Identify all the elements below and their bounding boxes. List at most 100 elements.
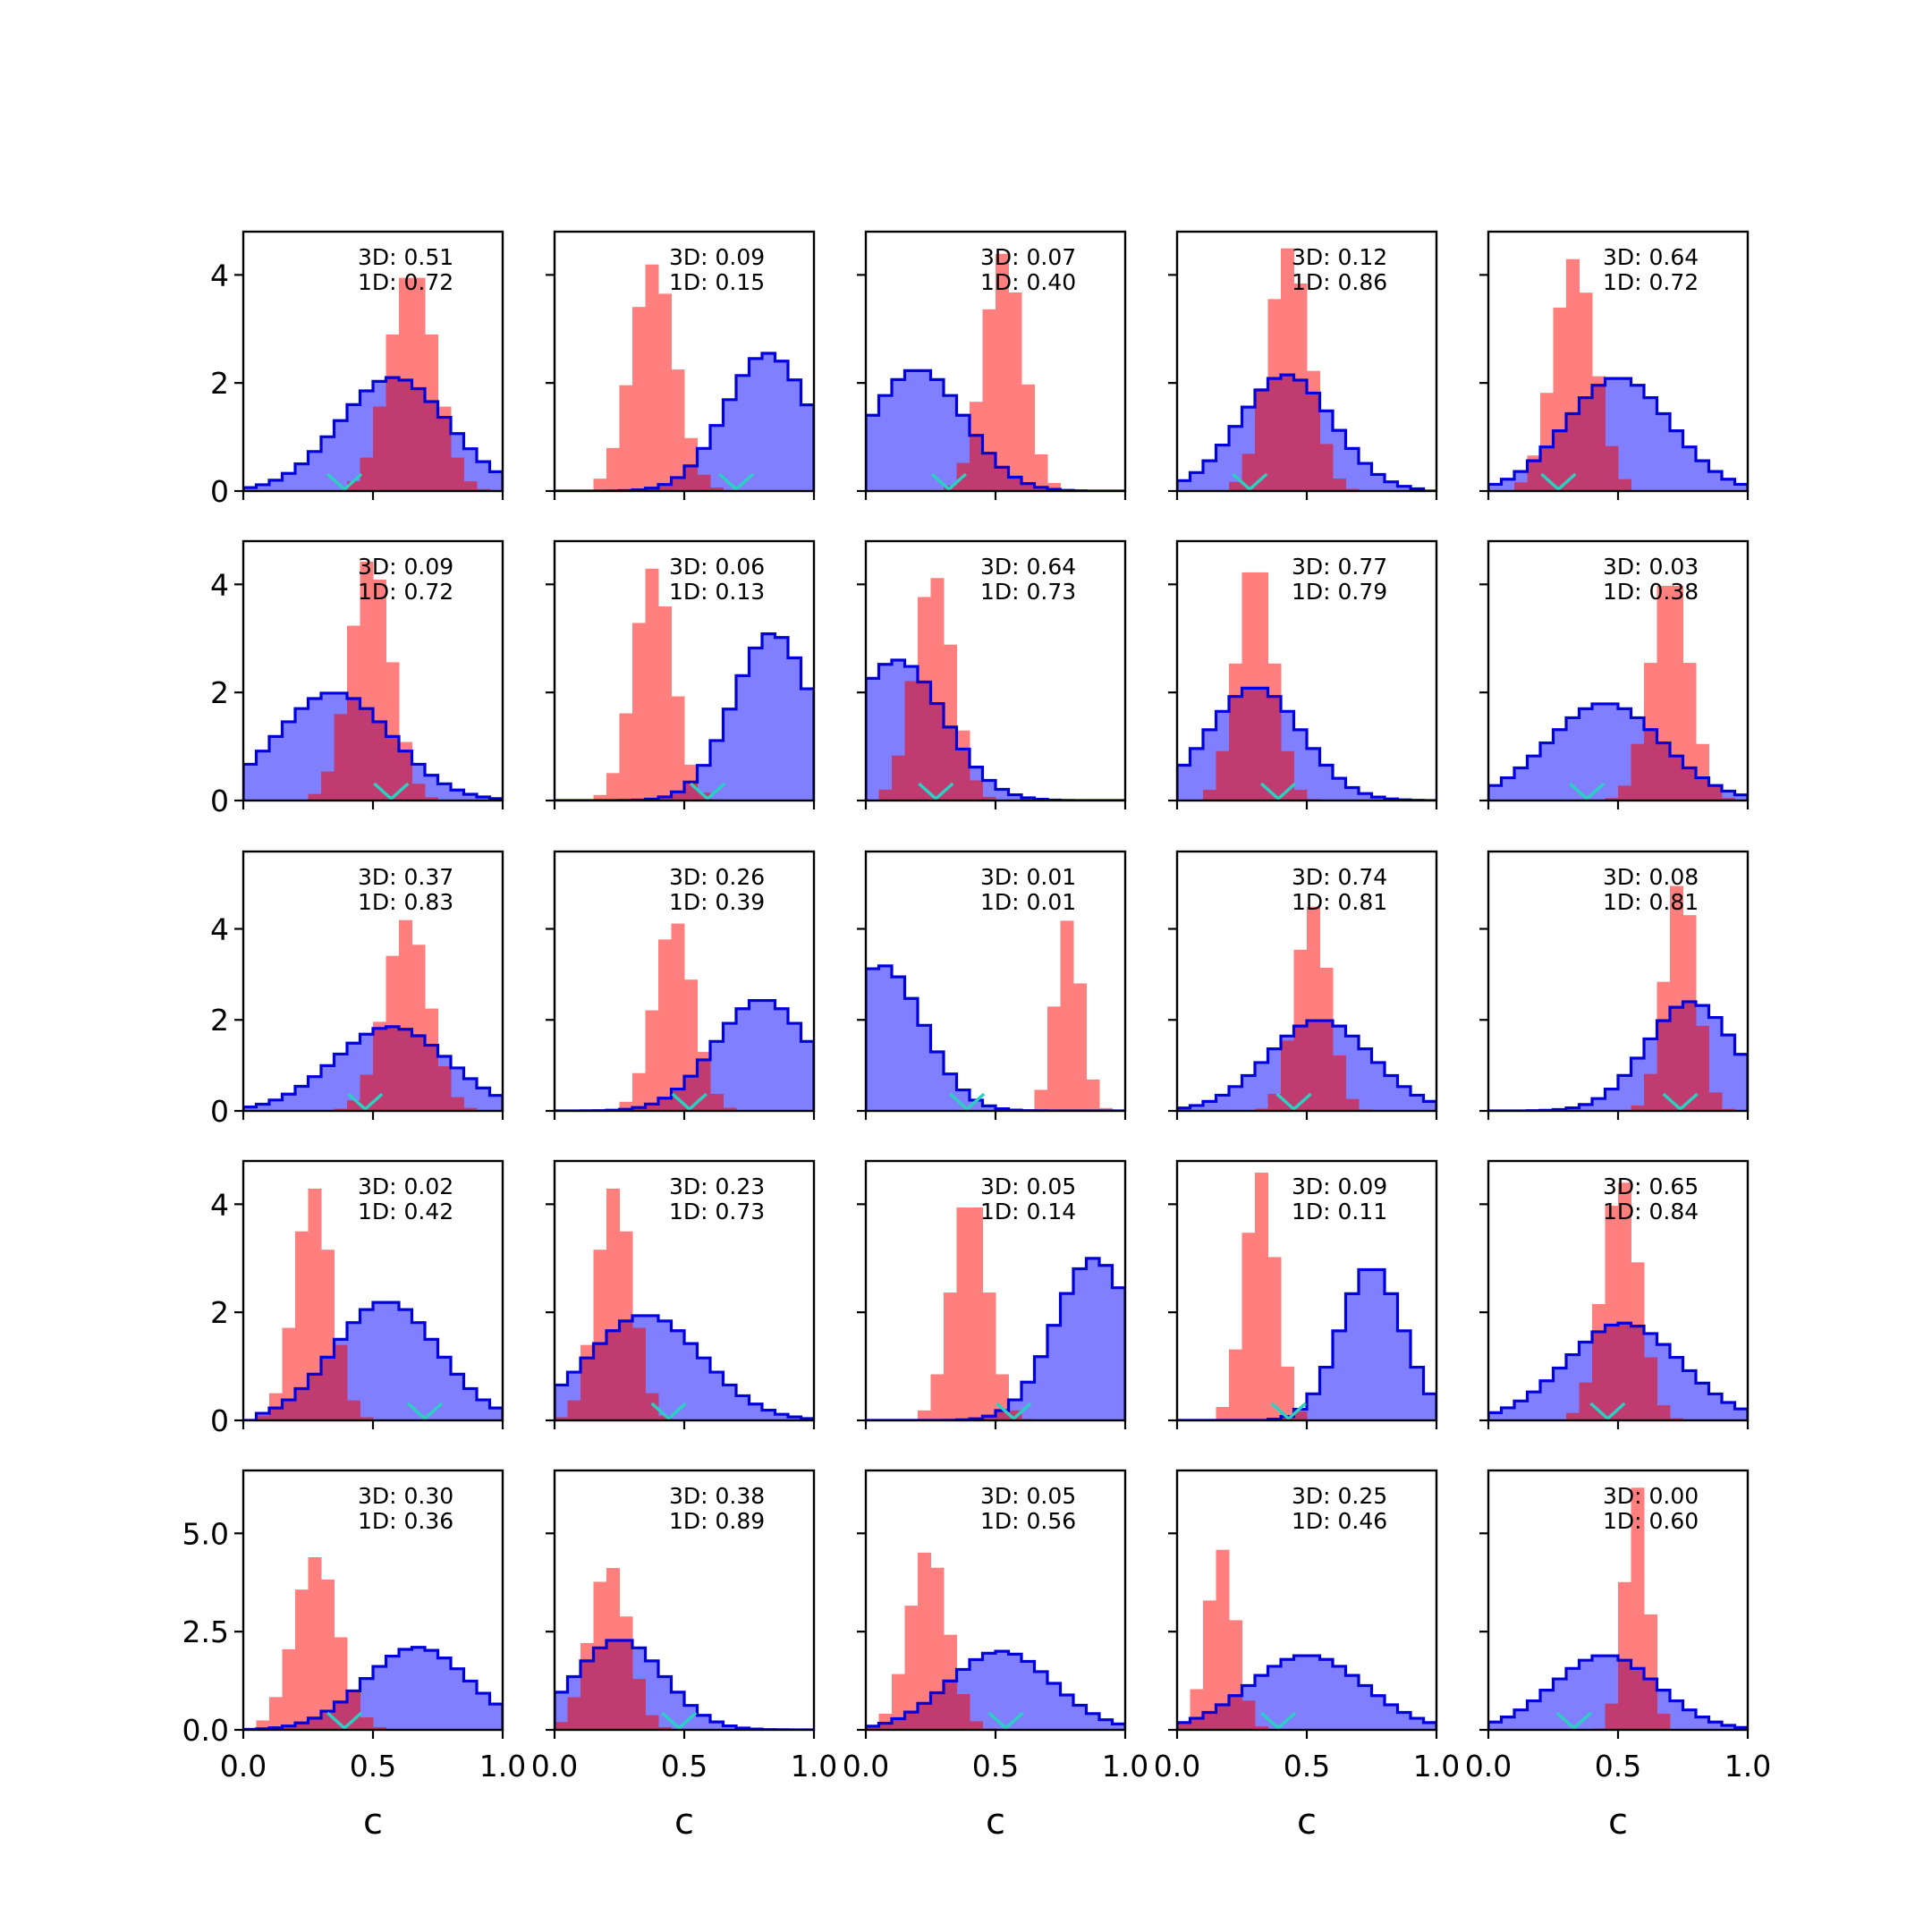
overlap-histogram-bar [970, 780, 983, 801]
annotation-1d: 1D: 0.38 [1603, 579, 1699, 605]
overlap-histogram-bar [1281, 375, 1294, 491]
overlap-histogram-bar [282, 1725, 296, 1730]
overlap-histogram-bar [1281, 1040, 1294, 1111]
overlap-histogram-bar [956, 1694, 970, 1730]
overlap-histogram-bar [1177, 1724, 1191, 1730]
red-histogram-bar [282, 1648, 296, 1726]
chevron-marker [689, 782, 726, 801]
overlap-histogram-bar [1229, 1695, 1242, 1730]
blue-histogram-outline [1177, 373, 1436, 491]
overlap-histogram-bar [1631, 1326, 1645, 1420]
red-histogram-bar [1592, 1303, 1606, 1332]
overlap-histogram-bar [386, 1026, 400, 1111]
overlap-histogram-bar [360, 1074, 374, 1111]
annotation-3d: 3D: 0.74 [1292, 864, 1387, 890]
overlap-histogram-bar [710, 1093, 724, 1111]
annotation-3d: 3D: 0.03 [1603, 554, 1699, 580]
annotation-1d: 1D: 0.81 [1292, 889, 1387, 915]
y-tick-label: 5.0 [182, 1516, 229, 1551]
overlap-histogram-bar [1592, 1331, 1606, 1420]
x-axis-label: c [363, 1801, 383, 1843]
overlap-histogram-bar [334, 714, 348, 801]
overlap-histogram-bar [1319, 1021, 1334, 1111]
chevron-marker [671, 1092, 708, 1111]
red-histogram-bar [1021, 384, 1035, 484]
red-histogram-bar [1086, 1079, 1100, 1111]
red-histogram-bar [1618, 1581, 1631, 1661]
overlap-histogram-bar [1203, 1712, 1216, 1730]
x-tick-label: 0.5 [1284, 1749, 1330, 1784]
overlap-histogram-bar [373, 1726, 386, 1730]
red-histogram-bar [956, 1207, 970, 1420]
red-histogram-bar [1255, 572, 1268, 689]
overlap-histogram-bar [1267, 696, 1282, 801]
overlap-histogram-bar [321, 1357, 335, 1420]
overlap-histogram-bar [1267, 1093, 1282, 1111]
overlap-histogram-bar [956, 749, 970, 801]
red-histogram-bar [619, 385, 633, 491]
overlap-histogram-bar [878, 789, 893, 801]
red-histogram-bar [684, 764, 698, 783]
chevron-marker [650, 1402, 687, 1420]
overlap-histogram-bar [1605, 798, 1619, 801]
overlap-histogram-bar [878, 1723, 893, 1730]
red-histogram-bar [386, 955, 400, 1027]
annotation-1d: 1D: 0.01 [980, 889, 1076, 915]
annotation-3d: 3D: 0.37 [358, 864, 453, 890]
annotation-3d: 3D: 0.51 [358, 244, 453, 270]
blue-histogram-outline [243, 1025, 503, 1111]
red-histogram-bar [399, 919, 412, 1030]
overlap-histogram-bar [360, 457, 374, 491]
annotation-1d: 1D: 0.83 [358, 889, 453, 915]
overlap-histogram-bar [1682, 1001, 1697, 1111]
annotation-3d: 3D: 0.64 [1603, 244, 1699, 270]
overlap-histogram-bar [1241, 1700, 1256, 1730]
red-histogram-bar [321, 1579, 335, 1712]
overlap-histogram-bar [1605, 1325, 1619, 1420]
red-histogram-bar [386, 334, 400, 378]
chevron-marker [661, 1711, 698, 1730]
overlap-histogram-bar [723, 1107, 737, 1111]
overlap-histogram-bar [425, 1045, 438, 1111]
red-histogram-bar [1229, 663, 1242, 697]
overlap-histogram-bar [411, 784, 426, 801]
annotation-1d: 1D: 0.89 [669, 1508, 765, 1534]
overlap-histogram-bar [1255, 389, 1268, 491]
red-histogram-bar [1241, 1233, 1256, 1420]
y-tick-label: 2 [210, 1295, 229, 1330]
chevron-marker [406, 1402, 444, 1420]
overlap-histogram-bar [1644, 729, 1657, 801]
red-histogram-bar [1267, 299, 1282, 379]
red-histogram-bar [1319, 967, 1334, 1021]
red-histogram-bar [1579, 292, 1593, 398]
overlap-histogram-bar [1021, 483, 1035, 491]
red-histogram-bar [1047, 482, 1061, 490]
overlap-histogram-bar [451, 1097, 464, 1111]
blue-histogram-outline [243, 1301, 503, 1420]
y-tick-label: 2 [210, 1003, 229, 1038]
overlap-histogram-bar [334, 1344, 348, 1420]
x-tick-label: 0.0 [531, 1749, 578, 1784]
red-histogram-bar [892, 1674, 905, 1719]
overlap-histogram-bar [1190, 1718, 1204, 1730]
red-histogram-bar [580, 1344, 594, 1359]
overlap-histogram-bar [1216, 750, 1230, 801]
overlap-histogram-bar [1293, 1411, 1308, 1420]
blue-histogram-area [243, 1647, 503, 1730]
red-histogram-bar [1618, 1182, 1631, 1324]
blue-histogram-outline [243, 691, 503, 801]
red-histogram-bar [1307, 906, 1320, 1021]
overlap-histogram-bar [1618, 1660, 1631, 1730]
overlap-histogram-bar [373, 1028, 386, 1111]
annotation-1d: 1D: 0.60 [1603, 1508, 1699, 1534]
blue-histogram-outline [1177, 1019, 1436, 1111]
annotation-1d: 1D: 0.14 [980, 1199, 1076, 1224]
overlap-histogram-bar [1333, 1055, 1346, 1111]
chevron-marker [1259, 782, 1297, 801]
red-histogram-bar [996, 253, 1009, 468]
